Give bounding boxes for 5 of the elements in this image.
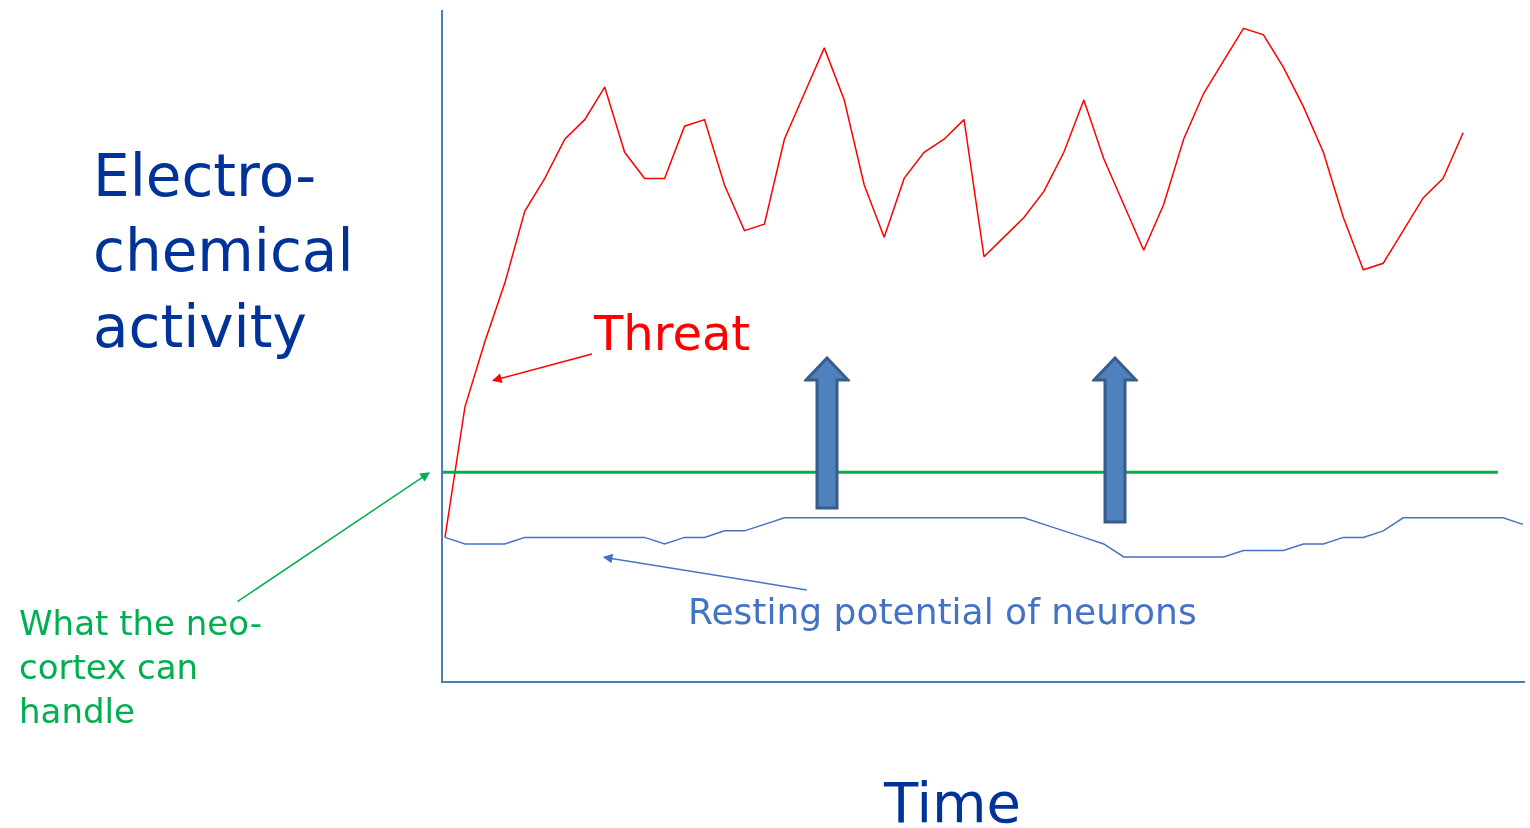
x-axis-title: Time xyxy=(883,770,1022,828)
series-label: Threat xyxy=(593,305,751,361)
ref-line-label: What the neo-cortex can handle xyxy=(19,603,262,732)
series-label: Resting potential of neurons xyxy=(688,591,1197,632)
y-axis-title: Electro-chemical activity xyxy=(93,142,354,361)
